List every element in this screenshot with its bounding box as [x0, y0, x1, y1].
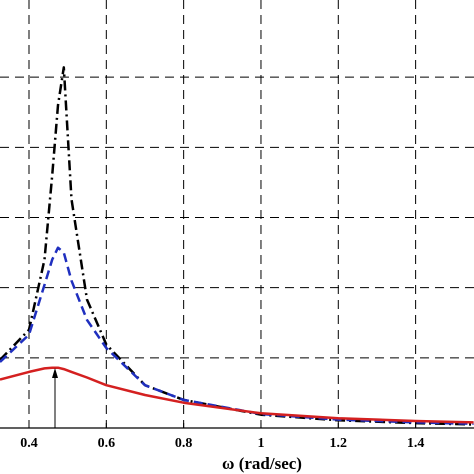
series-line [0, 246, 474, 426]
x-tick-label: 1 [257, 436, 264, 451]
x-tick-label: 1.2 [330, 436, 348, 451]
x-tick-label: 0.6 [98, 436, 116, 451]
x-tick-label: 0.8 [175, 436, 193, 451]
x-tick-label: 0.4 [20, 436, 38, 451]
arrow-head [52, 368, 58, 378]
x-axis-label: ω (rad/sec) [222, 454, 302, 473]
series-line [0, 366, 474, 424]
series-line [0, 66, 474, 426]
x-tick-label: 1.4 [407, 436, 425, 451]
